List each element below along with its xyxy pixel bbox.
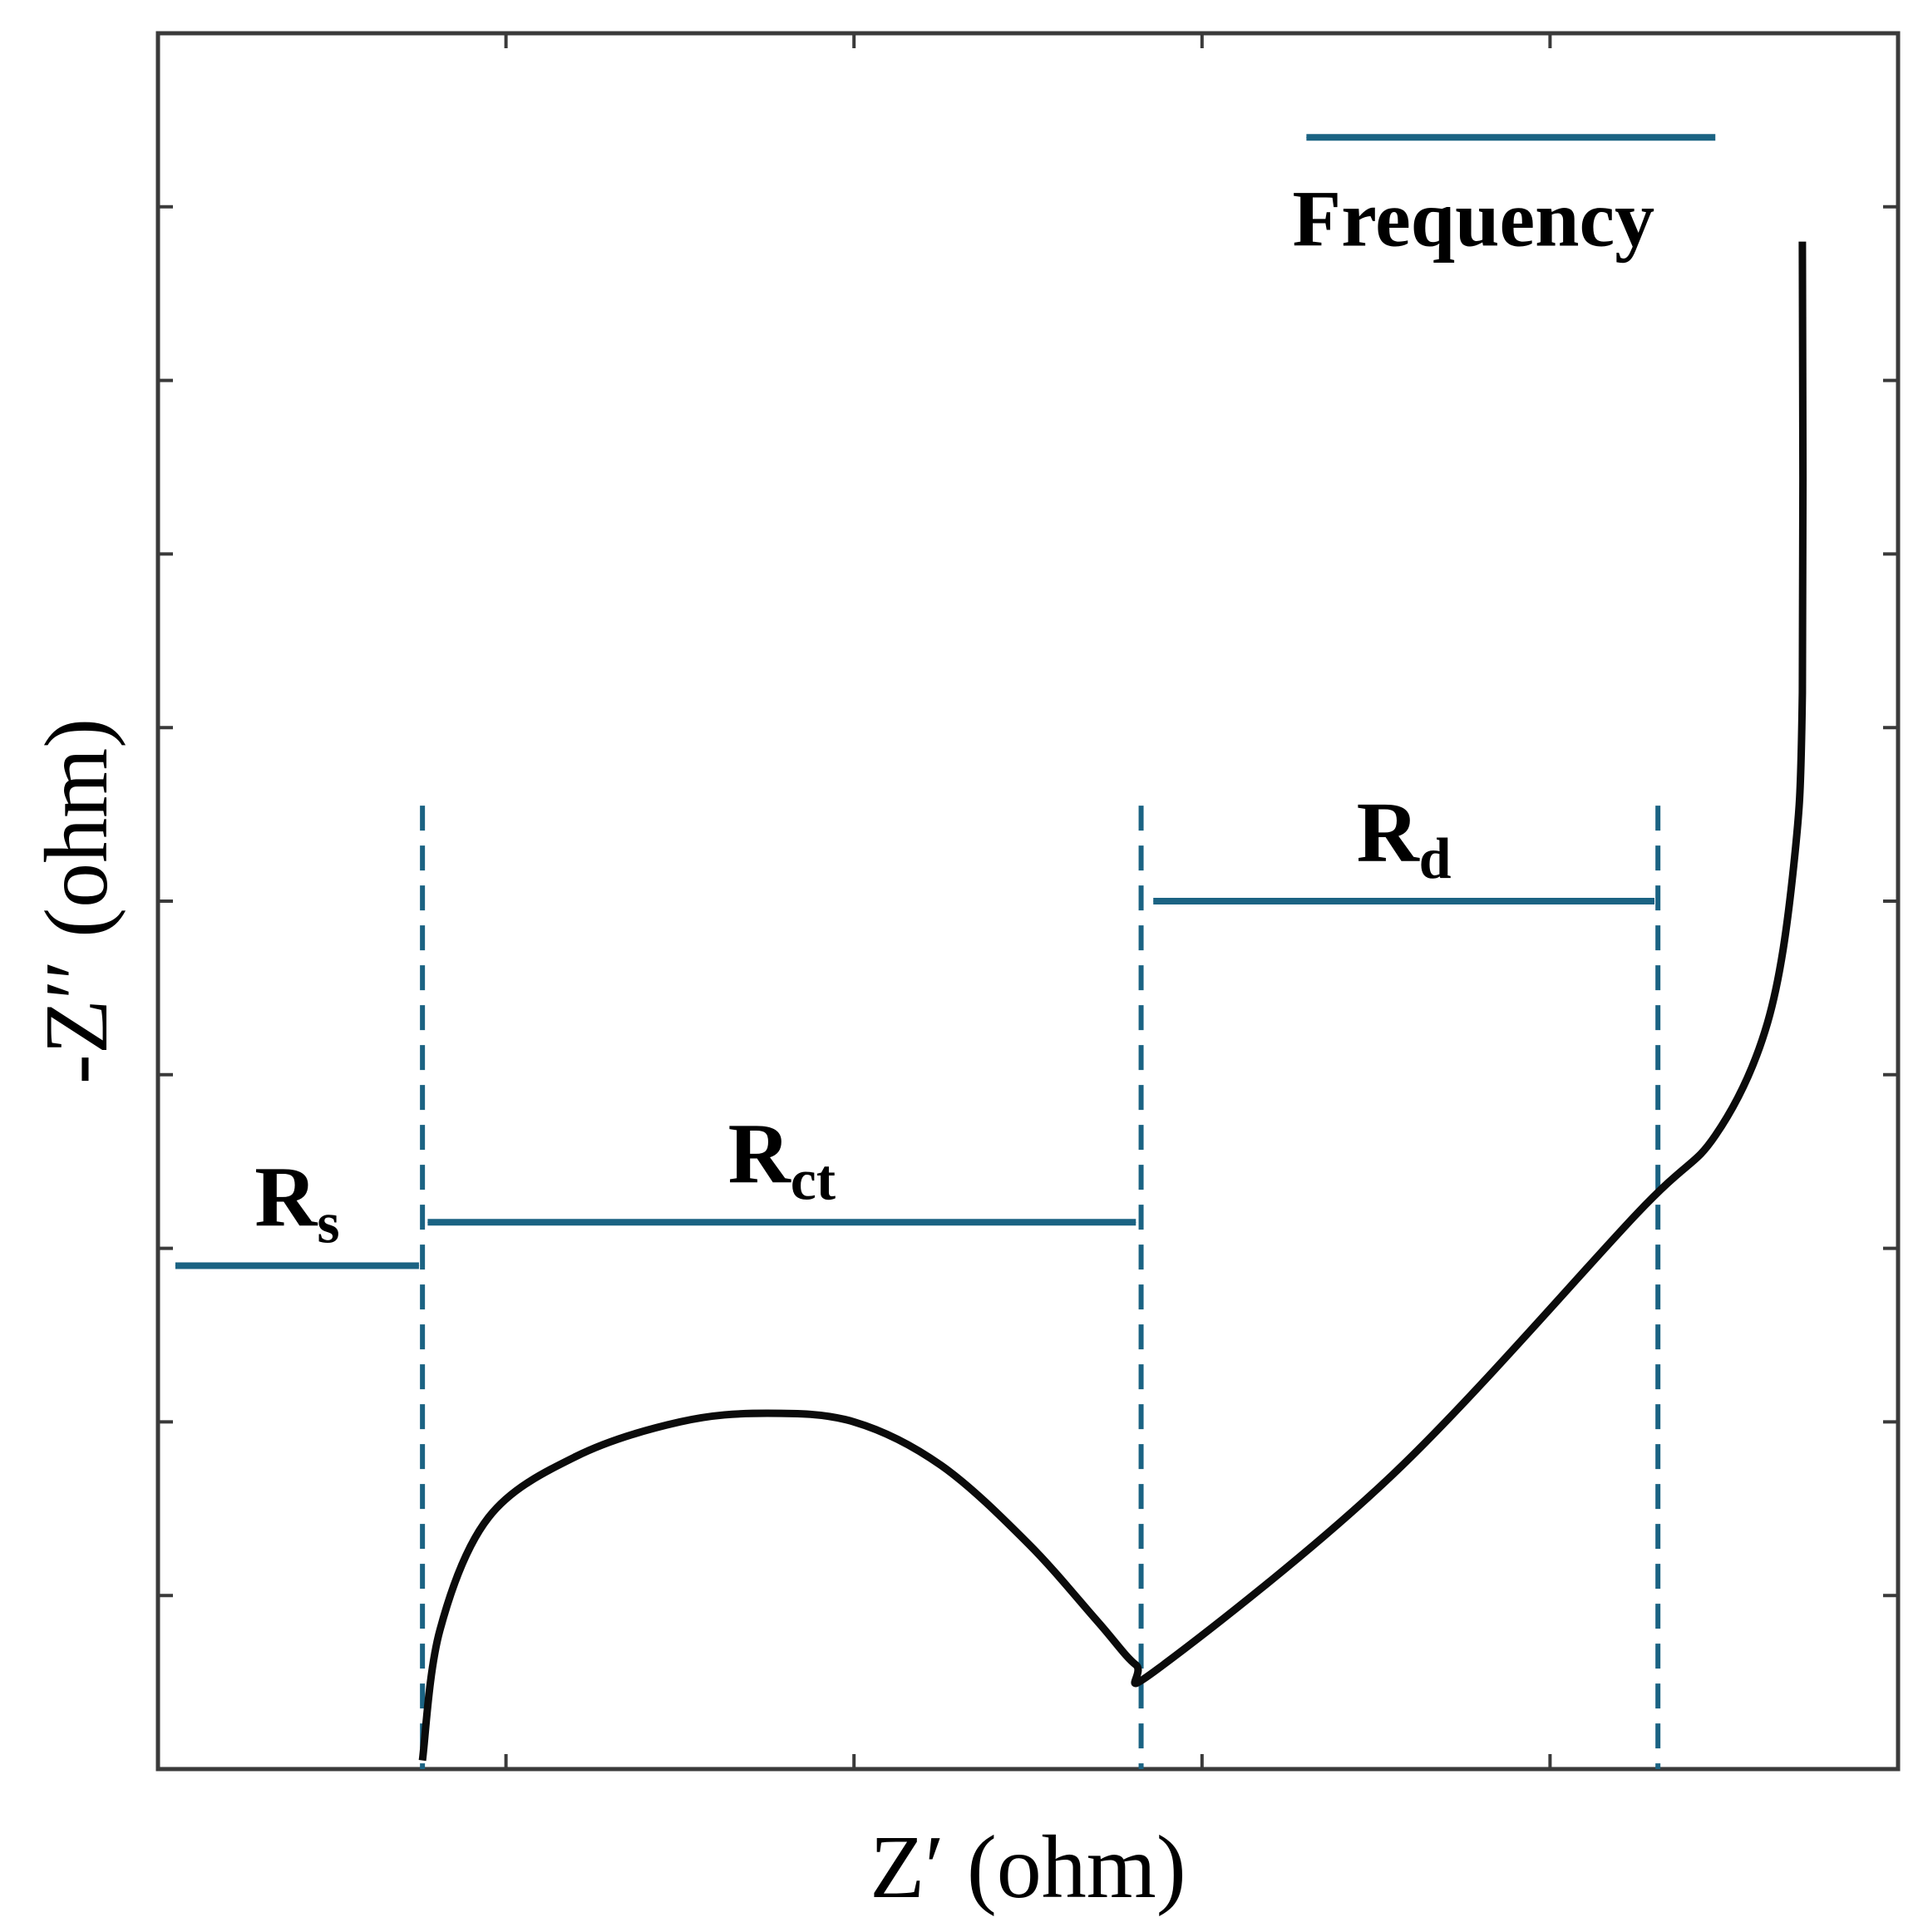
span-label-s: Rs (254, 1149, 339, 1255)
frequency-label: Frequency (1293, 174, 1655, 263)
x-axis-label: Z′ (ohm) (870, 1818, 1186, 1917)
boundary-lines (420, 806, 1661, 1769)
axis-ticks (158, 33, 1898, 1769)
span-label-ct: Rct (728, 1106, 836, 1212)
series-line (418, 241, 1807, 1762)
impedance-curve (418, 241, 1807, 1762)
resistance-spans (175, 134, 1716, 1269)
y-axis-label: -Z′′ (ohm) (27, 718, 126, 1084)
span-label-subscript: ct (791, 1148, 836, 1212)
span-label-main: R (254, 1149, 318, 1244)
span-label-main: R (1357, 785, 1421, 880)
span-label-subscript: s (317, 1191, 339, 1255)
span-label-subscript: d (1419, 827, 1452, 891)
span-label-d: Rd (1357, 785, 1452, 891)
span-label-main: R (728, 1106, 792, 1201)
